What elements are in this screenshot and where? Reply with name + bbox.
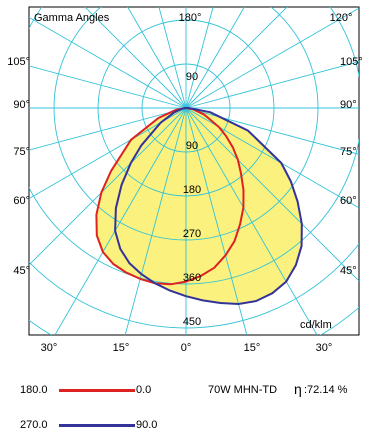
grid-spoke xyxy=(185,61,359,109)
grid-spoke xyxy=(185,7,288,109)
legend-red-right: 0.0 xyxy=(136,384,152,396)
radial-tick-label: 270 xyxy=(183,228,201,240)
series-line-blue xyxy=(114,107,303,305)
grid-spoke xyxy=(185,107,318,335)
angle-label-bottom: 15° xyxy=(113,342,130,354)
legend-line-red xyxy=(59,389,135,392)
grid-spoke xyxy=(185,7,245,109)
angle-label-right: 60° xyxy=(340,195,357,207)
chart-title: Gamma Angles xyxy=(34,12,110,24)
radial-tick-label: 360 xyxy=(183,272,201,284)
grid-spoke xyxy=(29,65,187,109)
grid-spoke xyxy=(29,107,187,266)
grid-spoke xyxy=(185,7,359,109)
unit-label: cd/klm xyxy=(300,319,332,331)
grid-spoke xyxy=(185,107,248,335)
angle-label-bottom: 15° xyxy=(244,342,261,354)
grid-spoke xyxy=(158,7,187,109)
legend-red-left: 180.0 xyxy=(20,384,48,396)
angle-label-top: 180° xyxy=(179,12,202,24)
angle-label-right: 75° xyxy=(340,146,357,158)
radial-tick-label: 90 xyxy=(186,71,198,83)
angle-label-left: 60° xyxy=(13,195,30,207)
grid-spoke xyxy=(29,16,187,109)
legend-blue-left: 270.0 xyxy=(20,419,48,431)
series-fill-blue xyxy=(115,108,302,304)
angle-label-left: 45° xyxy=(13,265,30,277)
radial-tick-label: 90 xyxy=(186,140,198,152)
efficiency-symbol: η xyxy=(294,381,302,397)
legend-blue-right: 90.0 xyxy=(136,419,158,431)
grid-spoke xyxy=(185,107,359,282)
grid-spoke xyxy=(127,7,187,109)
angle-label-bottom: 0° xyxy=(181,342,192,354)
efficiency-value: :72.14 % xyxy=(304,384,348,396)
radial-tick-label: 180 xyxy=(183,184,201,196)
grid-spoke xyxy=(185,107,359,155)
series-line-red xyxy=(95,107,245,286)
angle-label-bottom: 30° xyxy=(41,342,58,354)
grid-spoke xyxy=(185,7,214,109)
grid-spoke xyxy=(84,7,187,109)
angle-label-left: 105° xyxy=(7,56,30,68)
grid-spoke xyxy=(185,107,359,209)
angle-label-right: 105° xyxy=(340,56,363,68)
angle-label-right: 90° xyxy=(340,99,357,111)
angle-label-right: 45° xyxy=(340,265,357,277)
angle-label-top: 120° xyxy=(330,12,353,24)
radial-tick-label: 450 xyxy=(183,316,201,328)
grid-spoke xyxy=(54,107,187,335)
angle-label-bottom: 30° xyxy=(316,342,333,354)
angle-label-left: 90° xyxy=(13,99,30,111)
grid-spoke xyxy=(29,107,187,151)
angle-label-left: 75° xyxy=(13,146,30,158)
product-name: 70W MHN-TD xyxy=(208,384,278,396)
legend-line-blue xyxy=(59,424,135,427)
